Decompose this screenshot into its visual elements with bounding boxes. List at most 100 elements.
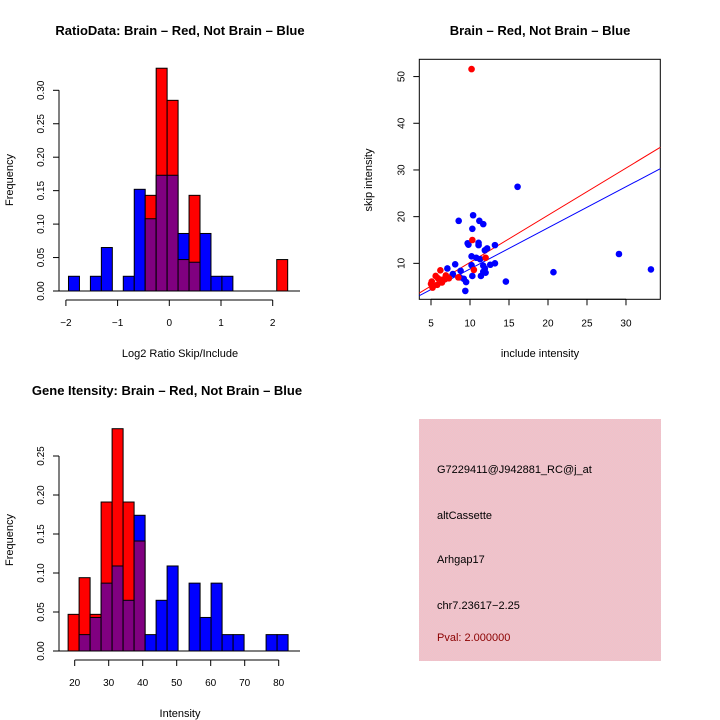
y-tick-label: 0.00 xyxy=(36,281,47,301)
x-tick-label: 70 xyxy=(239,678,251,689)
not-brain-point xyxy=(469,225,476,233)
y-tick-label: 0.25 xyxy=(36,114,47,134)
not-brain-point xyxy=(469,272,476,280)
brain-point xyxy=(468,65,475,73)
brain-fit-line xyxy=(419,146,661,294)
not-brain-bar xyxy=(210,275,223,292)
overlap-bar xyxy=(89,616,102,652)
y-tick-label: 40 xyxy=(396,117,407,129)
not-brain-point xyxy=(647,266,655,273)
not-brain-bar xyxy=(155,599,168,652)
not-brain-bar xyxy=(67,275,80,292)
not-brain-bar xyxy=(133,188,146,292)
overlap-bar xyxy=(144,218,157,292)
brain-point xyxy=(433,281,441,289)
x-tick-label: 2 xyxy=(270,318,276,329)
not-brain-bar xyxy=(265,634,278,652)
brain-point xyxy=(454,274,462,281)
not-brain-point xyxy=(486,261,494,269)
brain-point xyxy=(470,266,478,274)
y-tick-label: 10 xyxy=(396,257,407,269)
not-brain-point xyxy=(514,183,521,191)
y-tick-label: 0.15 xyxy=(36,180,47,200)
scatter-ylabel: skip intensity xyxy=(363,148,375,211)
gene-intensity-histogram: Gene Itensity: Brain – Red, Not Brain – … xyxy=(4,383,302,720)
not-brain-bar xyxy=(144,634,157,652)
brain-point xyxy=(427,280,435,288)
not-brain-point xyxy=(502,278,510,285)
y-tick-label: 0.30 xyxy=(36,80,47,100)
gene-name: Arhgap17 xyxy=(437,554,485,566)
brain-point xyxy=(437,267,444,274)
p-value: Pval: 2.000000 xyxy=(437,632,511,644)
not-brain-point xyxy=(455,217,462,225)
not-brain-point xyxy=(449,270,457,278)
y-tick-label: 20 xyxy=(396,211,407,223)
overlap-bar xyxy=(122,599,135,652)
x-tick-label: −1 xyxy=(112,318,124,329)
x-tick-label: 5 xyxy=(428,318,434,329)
y-tick-label: 30 xyxy=(396,164,407,176)
not-brain-bar xyxy=(210,582,223,652)
y-tick-label: 0.05 xyxy=(36,602,47,622)
ratio-histogram-xlabel: Log2 Ratio Skip/Include xyxy=(122,348,238,360)
gene-histogram-ylabel: Frequency xyxy=(4,514,16,566)
brain-point xyxy=(482,254,489,262)
y-tick-label: 0.15 xyxy=(36,524,47,544)
overlap-bar xyxy=(111,565,124,652)
not-brain-point xyxy=(475,241,482,249)
not-brain-bar xyxy=(199,232,212,292)
y-tick-label: 0.00 xyxy=(36,641,47,661)
not-brain-bar xyxy=(276,634,289,652)
y-tick-label: 0.10 xyxy=(36,214,47,234)
ratio-histogram-ylabel: Frequency xyxy=(4,154,16,206)
not-brain-point xyxy=(462,287,469,295)
not-brain-bar xyxy=(199,616,212,652)
brain-point xyxy=(469,236,476,244)
not-brain-bar xyxy=(232,634,245,652)
x-tick-label: 30 xyxy=(620,318,632,329)
y-tick-label: 0.20 xyxy=(36,147,47,167)
x-tick-label: 40 xyxy=(137,678,149,689)
not-brain-point xyxy=(451,260,459,268)
brain-bar xyxy=(276,259,289,292)
not-brain-point xyxy=(469,211,477,219)
gene-histogram-title: Gene Itensity: Brain – Red, Not Brain – … xyxy=(32,383,302,398)
overlap-bar xyxy=(166,174,179,292)
x-tick-label: 50 xyxy=(171,678,183,689)
x-tick-label: 60 xyxy=(205,678,217,689)
y-tick-label: 0.25 xyxy=(36,446,47,466)
not-brain-bar xyxy=(166,565,179,652)
y-tick-label: 0.10 xyxy=(36,563,47,583)
not-brain-point xyxy=(615,250,623,258)
not-brain-bar xyxy=(122,275,135,292)
x-tick-label: 30 xyxy=(103,678,115,689)
not-brain-bar xyxy=(89,275,102,292)
not-brain-point xyxy=(482,269,489,276)
ratio-histogram-title: RatioData: Brain – Red, Not Brain – Blue xyxy=(55,23,304,38)
probe-id: G7229411@J942881_RC@j_at xyxy=(437,464,592,476)
probe-info-panel: G7229411@J942881_RC@j_at altCassette Arh… xyxy=(419,419,661,661)
x-tick-label: 15 xyxy=(503,318,515,329)
scatter-title: Brain – Red, Not Brain – Blue xyxy=(450,23,631,38)
not-brain-point xyxy=(479,220,487,228)
event-type: altCassette xyxy=(437,510,493,522)
x-tick-label: 20 xyxy=(542,318,554,329)
not-brain-bar xyxy=(221,275,234,292)
not-brain-bar xyxy=(100,247,113,292)
genomic-location: chr7.23617−2.25 xyxy=(437,600,520,612)
overlap-bar xyxy=(133,540,146,652)
brain-bar xyxy=(67,613,80,652)
not-brain-point xyxy=(550,268,557,276)
x-tick-label: 0 xyxy=(167,318,173,329)
overlap-bar xyxy=(78,634,91,652)
y-tick-label: 0.05 xyxy=(36,247,47,267)
not-brain-point xyxy=(462,278,470,286)
not-brain-point xyxy=(476,255,484,263)
overlap-bar xyxy=(177,259,190,292)
not-brain-bar xyxy=(221,634,234,652)
overlap-bar xyxy=(100,582,113,652)
not-brain-point xyxy=(457,267,464,275)
x-tick-label: 80 xyxy=(273,678,285,689)
